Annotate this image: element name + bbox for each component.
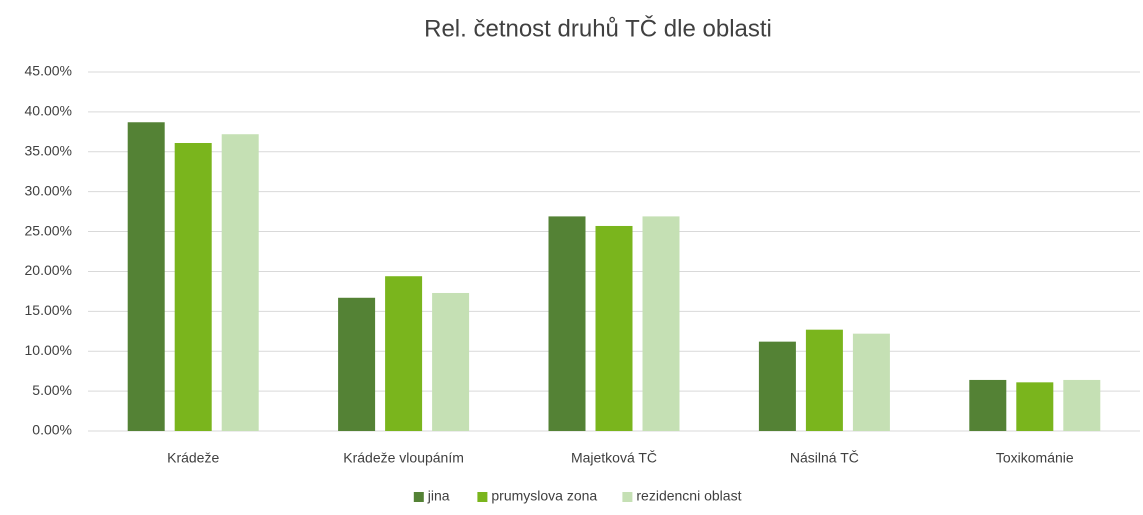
bar bbox=[852, 333, 890, 431]
legend-swatch bbox=[622, 492, 633, 502]
bar bbox=[805, 329, 843, 431]
y-tick-label: 40.00% bbox=[25, 103, 72, 119]
bar bbox=[127, 122, 165, 431]
bar bbox=[174, 143, 212, 431]
x-tick-label: Krádeže bbox=[167, 450, 219, 466]
x-tick-label: Krádeže vloupáním bbox=[343, 450, 464, 466]
y-tick-label: 35.00% bbox=[25, 142, 72, 158]
y-tick-label: 15.00% bbox=[25, 302, 72, 318]
y-tick-label: 10.00% bbox=[25, 342, 72, 358]
bar bbox=[969, 379, 1007, 431]
y-tick-label: 20.00% bbox=[25, 262, 72, 278]
x-tick-label: Toxikománie bbox=[996, 450, 1074, 466]
legend-swatch bbox=[413, 492, 424, 502]
bar bbox=[338, 297, 376, 431]
x-tick-label: Majetková TČ bbox=[571, 450, 657, 466]
bar bbox=[548, 216, 586, 431]
bar bbox=[642, 216, 680, 431]
y-tick-label: 25.00% bbox=[25, 222, 72, 238]
bar bbox=[432, 292, 470, 431]
legend-label: rezidencni oblast bbox=[636, 488, 741, 504]
bar bbox=[1016, 382, 1054, 431]
y-tick-label: 0.00% bbox=[32, 422, 72, 438]
legend-label: prumyslova zona bbox=[491, 488, 597, 504]
bar bbox=[221, 134, 259, 431]
legend-label: jina bbox=[427, 488, 450, 504]
chart-title: Rel. četnost druhů TČ dle oblasti bbox=[424, 14, 772, 42]
y-tick-label: 30.00% bbox=[25, 182, 72, 198]
legend-swatch bbox=[477, 492, 488, 502]
y-tick-label: 45.00% bbox=[25, 63, 72, 79]
bar bbox=[1063, 379, 1101, 431]
x-tick-label: Násilná TČ bbox=[790, 450, 859, 466]
bar bbox=[595, 225, 633, 431]
y-tick-label: 5.00% bbox=[32, 382, 72, 398]
bar bbox=[758, 341, 796, 431]
bar bbox=[385, 276, 423, 431]
